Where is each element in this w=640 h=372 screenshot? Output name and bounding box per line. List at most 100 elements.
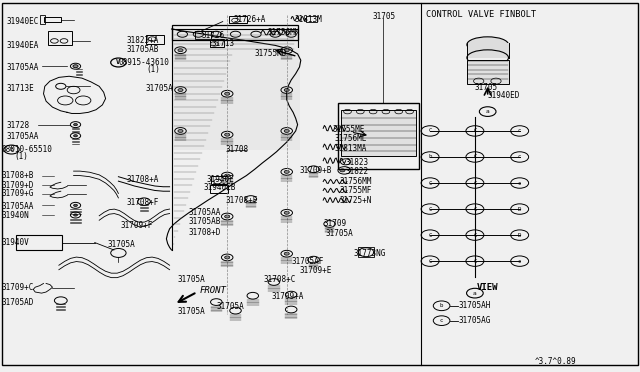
Text: 31705AF: 31705AF [291,257,324,266]
Text: 31726+A: 31726+A [234,15,266,24]
Text: a: a [473,291,477,296]
Text: 31728: 31728 [6,121,29,130]
Text: C: C [473,206,477,212]
Text: 31708+C: 31708+C [264,275,296,284]
Text: 31708+D: 31708+D [189,228,221,237]
Circle shape [178,129,183,132]
Bar [358,247,374,257]
Text: C: C [428,128,432,134]
Bar [172,29,298,49]
Circle shape [73,65,78,68]
Bar [195,31,211,39]
Text: C: C [473,180,477,186]
Circle shape [225,92,230,95]
Circle shape [225,174,230,177]
Text: 31705A: 31705A [216,302,244,311]
Text: 08010-65510: 08010-65510 [1,145,52,154]
Text: 31755MF: 31755MF [339,186,372,195]
Text: C: C [473,128,477,134]
Text: 31709: 31709 [323,219,346,228]
Bar [16,235,62,250]
Text: 31705A: 31705A [108,240,135,249]
Circle shape [284,170,289,173]
Text: 31709+A: 31709+A [272,292,305,301]
Text: C: C [428,232,432,238]
Text: 31756MM: 31756MM [339,177,372,186]
Bar [210,39,224,46]
Text: C: C [473,154,477,160]
Text: D: D [518,232,522,238]
Text: 31709+B: 31709+B [300,166,332,175]
Text: 31705AG: 31705AG [458,316,491,325]
Bar [338,103,419,169]
Text: 31705AA: 31705AA [6,63,39,72]
Circle shape [284,129,289,132]
Text: 31708: 31708 [225,145,248,154]
Text: b: b [440,303,444,308]
Text: 31813MA: 31813MA [334,144,367,153]
Text: 31705AA: 31705AA [189,208,221,217]
Text: c: c [518,128,522,134]
Circle shape [225,256,230,259]
Bar [172,25,298,40]
Bar [210,185,228,193]
Circle shape [225,215,230,218]
Circle shape [178,49,183,52]
Text: 31940V: 31940V [1,238,29,247]
Text: 31705A: 31705A [325,229,353,238]
Text: 31940ED: 31940ED [488,92,520,100]
Text: V: V [116,60,120,65]
Bar [211,176,227,184]
Text: 31708+A: 31708+A [127,175,159,184]
Text: 31709+G: 31709+G [1,189,34,198]
Text: 31756MK: 31756MK [268,28,300,37]
Circle shape [74,135,77,137]
Text: 31813M: 31813M [294,15,322,24]
Text: C: C [428,180,432,186]
Circle shape [178,89,183,92]
Text: c: c [518,154,522,160]
Text: VIEW: VIEW [477,283,499,292]
Text: (1): (1) [146,65,160,74]
Text: 31709+E: 31709+E [300,266,332,275]
Text: c: c [518,259,522,264]
Text: (1): (1) [14,153,28,161]
Text: 31713E: 31713E [6,84,34,93]
Bar [341,110,416,156]
Text: C: C [473,259,477,264]
Circle shape [74,214,77,216]
Text: 31725+N: 31725+N [339,196,372,205]
Circle shape [284,211,289,214]
Text: C: C [473,232,477,238]
Circle shape [284,252,289,255]
Text: c: c [518,180,522,186]
Text: C: C [428,259,432,264]
Text: a: a [486,109,490,114]
Bar [172,48,300,150]
Circle shape [74,124,77,126]
Circle shape [74,204,77,206]
Text: 31709+C: 31709+C [1,283,34,292]
Text: 31705A: 31705A [146,84,173,93]
Text: 31940EC: 31940EC [6,17,39,26]
Text: 31713: 31713 [211,39,234,48]
Text: 31726: 31726 [202,31,225,40]
Text: 31705AA: 31705AA [6,132,39,141]
Circle shape [284,89,289,92]
Circle shape [225,133,230,136]
Ellipse shape [467,37,509,52]
Text: 31708+E: 31708+E [225,196,258,205]
Bar [467,60,509,84]
Text: B: B [10,147,13,152]
Text: 31708+F: 31708+F [127,198,159,207]
Bar [40,15,45,24]
Text: 31705AH: 31705AH [458,301,491,310]
Text: 31705A: 31705A [178,275,205,284]
Text: 31709+D: 31709+D [1,181,34,190]
Text: 31709+F: 31709+F [120,221,153,230]
Text: 31773NG: 31773NG [353,249,386,258]
Text: 31940EB: 31940EB [204,183,236,192]
Bar [48,31,72,45]
Bar [146,35,164,44]
Text: 31708+B: 31708+B [1,171,34,180]
